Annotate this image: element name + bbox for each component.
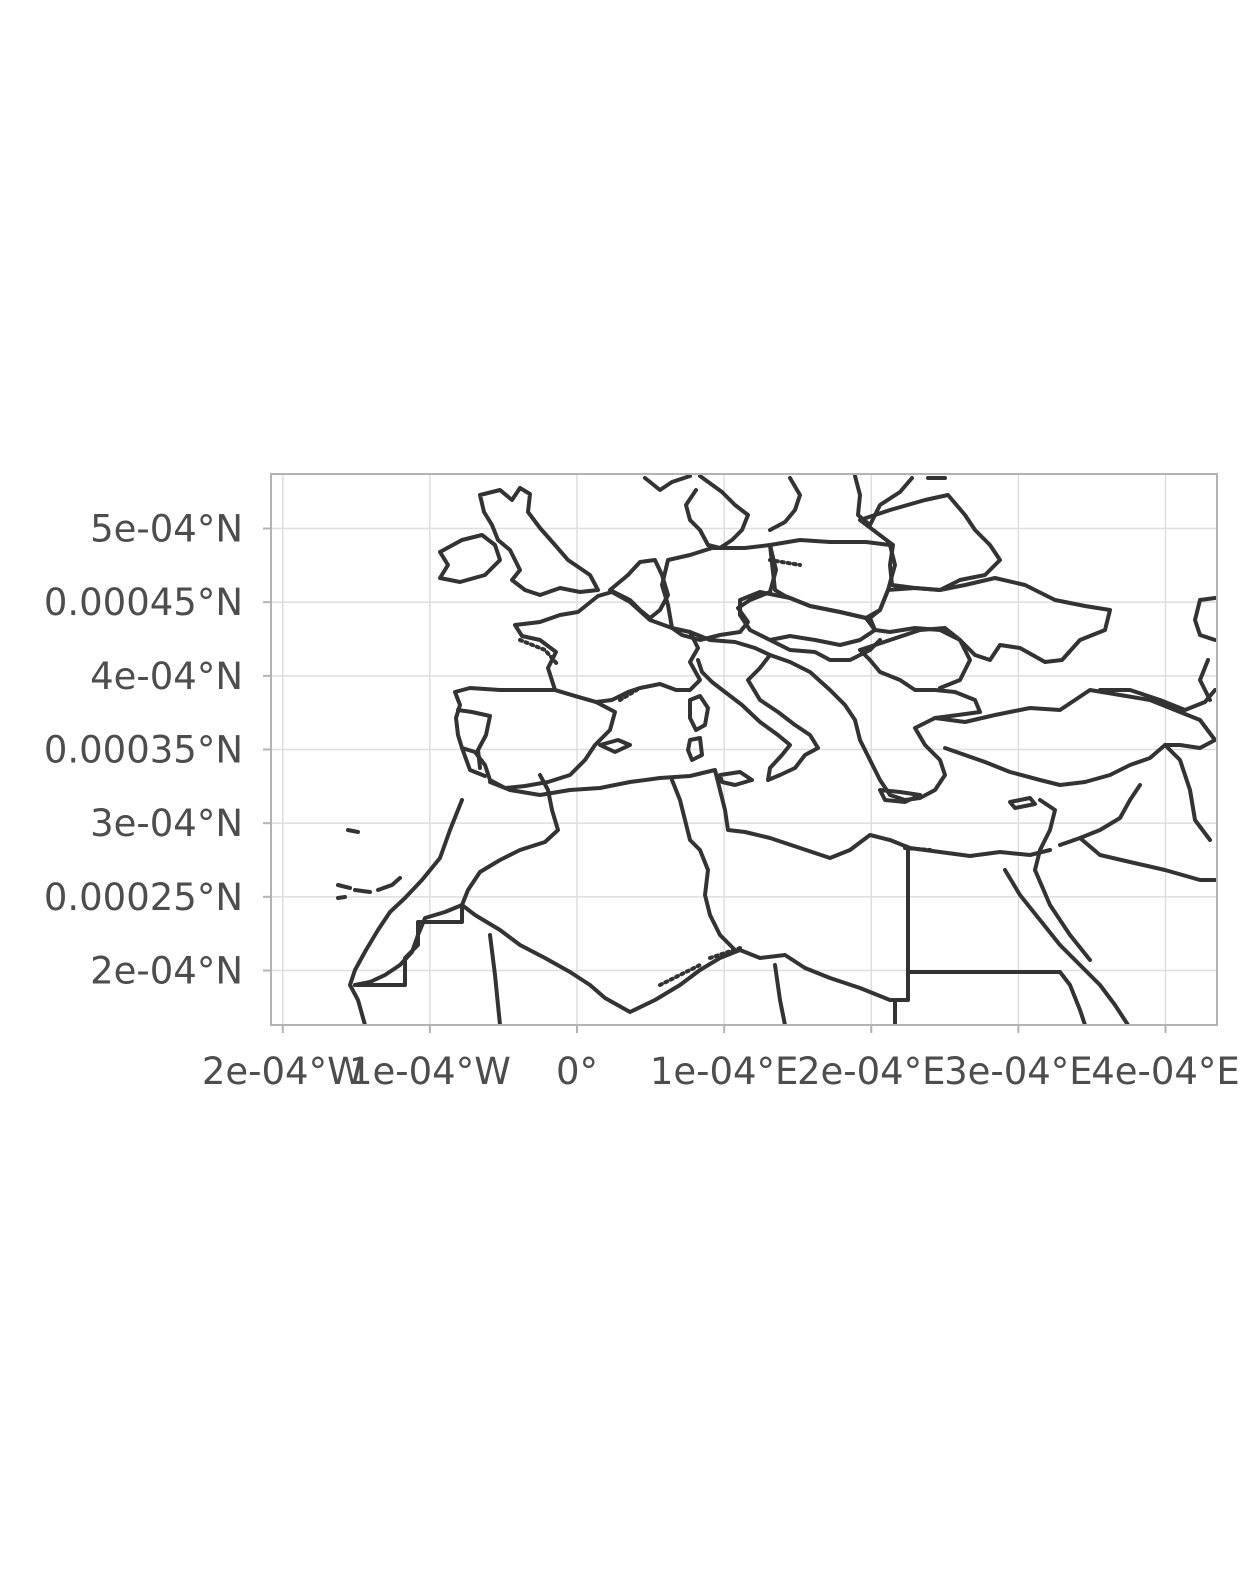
border-levant — [1033, 743, 1217, 882]
border-britain — [478, 486, 600, 597]
y-tick-label: 4e-04°N — [90, 655, 243, 698]
x-tick-label: 0° — [556, 1050, 598, 1093]
border-sahara — [460, 848, 910, 1014]
x-tick-label: 2e-04°W — [202, 1050, 364, 1093]
x-axis: 2e-04°W1e-04°W 0° 1e-04°E2e-04°E3e-04°E4e-… — [202, 1025, 1240, 1093]
x-tick-label: 4e-04°E — [1091, 1050, 1240, 1093]
y-tick-label: 5e-04°N — [90, 508, 243, 551]
border-mediterranean-islands — [598, 694, 1037, 810]
border-libya-egypt — [906, 970, 1087, 1025]
border-sweden-finland — [768, 474, 947, 532]
border-caucasus — [1098, 596, 1217, 712]
border-alps-italy — [688, 630, 820, 782]
border-canary-islands — [336, 828, 402, 900]
border-western-sahara — [353, 903, 464, 987]
x-tick-label: 2e-04°E — [797, 1050, 946, 1093]
border-mali-mauritania — [488, 933, 897, 1025]
y-tick-label: 3e-04°N — [90, 802, 243, 845]
border-north-africa-coast — [488, 768, 1052, 860]
y-tick-label: 2e-04°N — [90, 949, 243, 992]
border-balkans — [768, 626, 982, 802]
border-ireland — [438, 533, 502, 584]
y-tick-label: 0.00025°N — [44, 876, 243, 919]
y-tick-label: 0.00045°N — [44, 581, 243, 624]
x-tick-label: 1e-04°W — [349, 1050, 511, 1093]
border-ukraine — [868, 576, 1112, 664]
border-turkey — [933, 688, 1217, 787]
border-france — [513, 590, 702, 704]
border-germany — [660, 543, 778, 642]
x-tick-label: 3e-04°E — [944, 1050, 1093, 1093]
border-atlantic-coast — [348, 798, 464, 1025]
x-tick-label: 1e-04°E — [650, 1050, 799, 1093]
border-scandinavia — [643, 474, 750, 550]
border-iberia — [453, 686, 617, 790]
border-dotted-coasts — [518, 558, 932, 987]
y-axis: 5e-04°N 0.00045°N 4e-04°N 0.00035°N 3e-04°N 0… — [44, 508, 271, 992]
border-baltics-belarus — [858, 493, 1002, 592]
border-portugal — [456, 708, 492, 770]
y-tick-label: 0.00035°N — [44, 729, 243, 772]
country-borders — [336, 474, 1217, 1025]
border-red-sea — [1003, 868, 1130, 1025]
border-central-europe — [738, 590, 882, 662]
